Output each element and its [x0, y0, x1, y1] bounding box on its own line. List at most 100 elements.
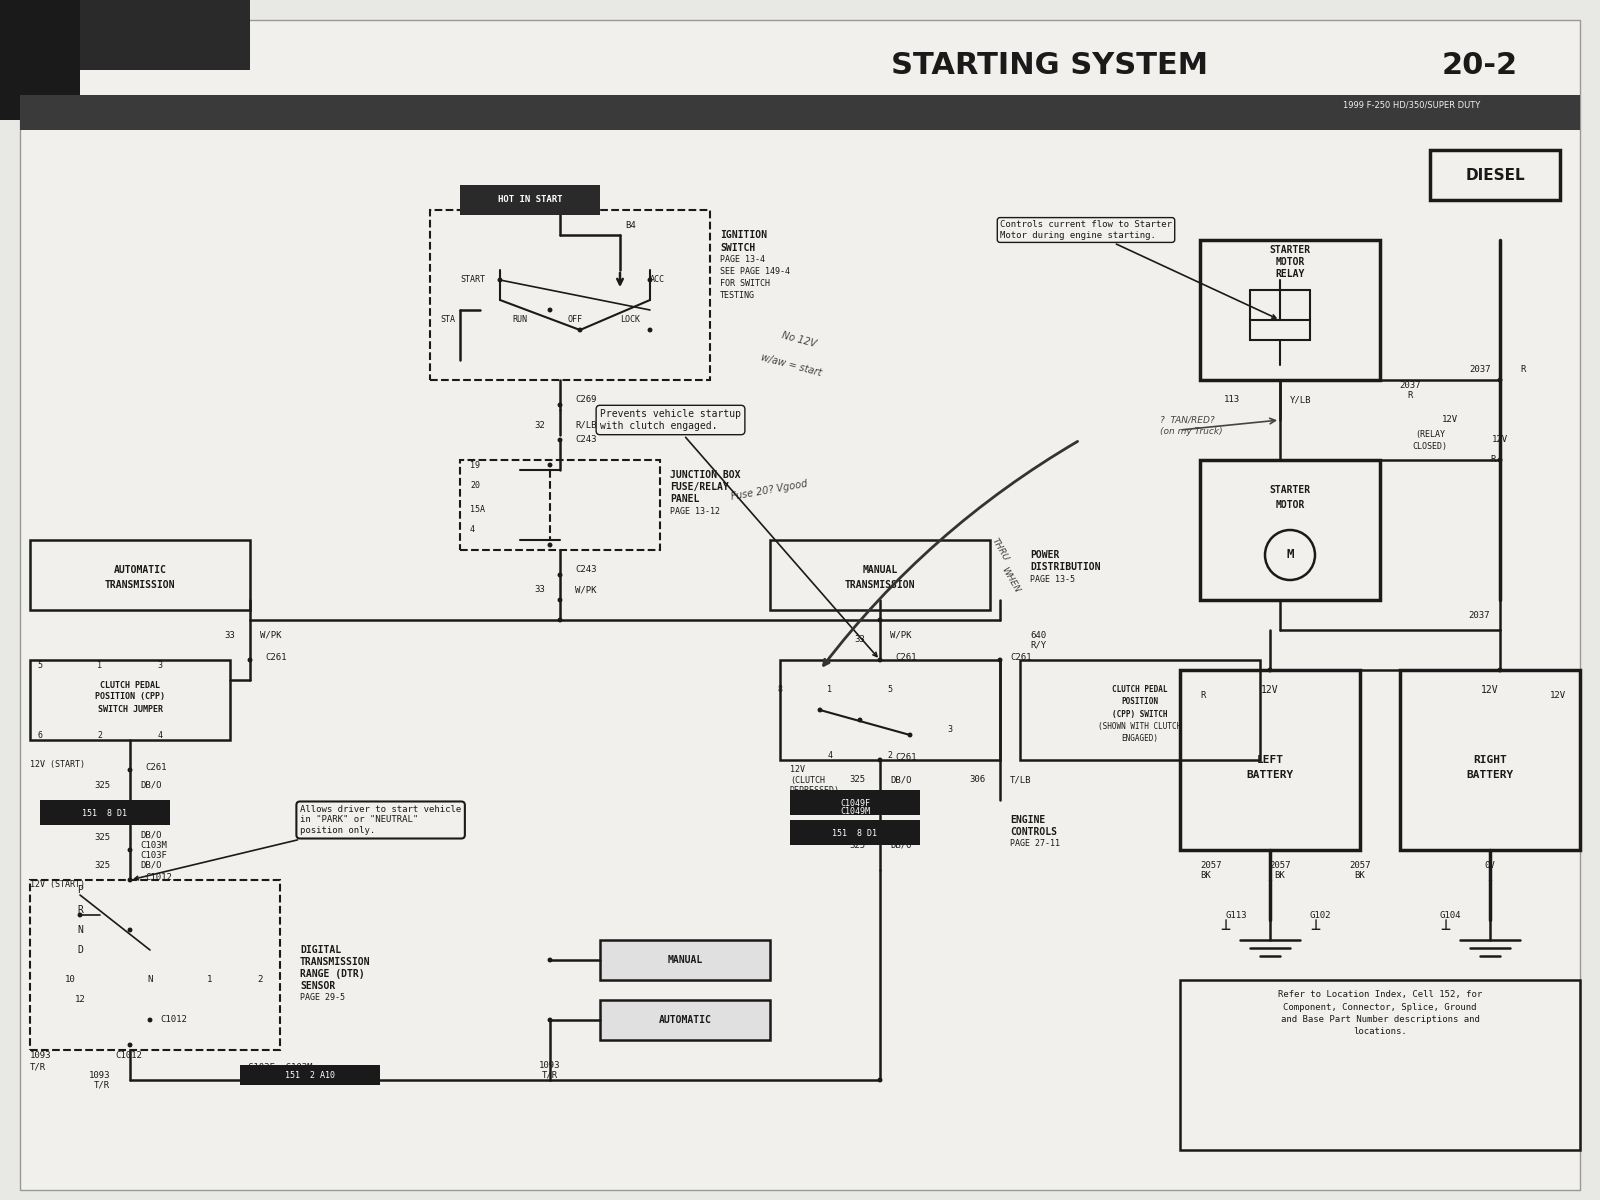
Circle shape: [558, 438, 562, 442]
Text: C261: C261: [266, 653, 286, 661]
Text: 151  2 A10: 151 2 A10: [285, 1070, 334, 1080]
Text: W/PK: W/PK: [574, 586, 597, 594]
Bar: [30, 880, 280, 1050]
Text: DB/O: DB/O: [141, 860, 162, 870]
Text: AUTOMATIC: AUTOMATIC: [659, 1015, 712, 1025]
Bar: [461, 460, 661, 550]
Text: T/R: T/R: [30, 1062, 46, 1072]
Text: (RELAY: (RELAY: [1414, 431, 1445, 439]
Circle shape: [558, 574, 562, 577]
Text: STARTER: STARTER: [1269, 245, 1310, 254]
Text: 12V: 12V: [1550, 690, 1566, 700]
Text: 2: 2: [98, 731, 102, 739]
Text: 4: 4: [157, 731, 163, 739]
Text: STA: STA: [440, 316, 454, 324]
Text: R: R: [1490, 456, 1496, 464]
Text: and Base Part Number descriptions and: and Base Part Number descriptions and: [1280, 1014, 1480, 1024]
Text: LOCK: LOCK: [621, 316, 640, 324]
Text: ⊥: ⊥: [1221, 916, 1230, 934]
Text: DB/O: DB/O: [141, 830, 162, 840]
Bar: [461, 185, 600, 215]
Text: OFF: OFF: [568, 316, 582, 324]
Text: HOT IN START: HOT IN START: [498, 196, 562, 204]
Circle shape: [909, 733, 912, 737]
Text: Y/LB: Y/LB: [1290, 396, 1312, 404]
Text: FUSE/RELAY: FUSE/RELAY: [670, 482, 728, 492]
Text: JUNCTION BOX: JUNCTION BOX: [670, 470, 741, 480]
Text: MOTOR: MOTOR: [1275, 257, 1304, 266]
Text: N: N: [77, 925, 83, 935]
Bar: [240, 1066, 381, 1085]
Text: RIGHT: RIGHT: [1474, 755, 1507, 766]
Text: 3: 3: [947, 726, 952, 734]
Text: ENGINE: ENGINE: [1010, 815, 1045, 826]
Text: RELAY: RELAY: [1275, 269, 1304, 278]
Circle shape: [549, 1019, 552, 1021]
Text: G102: G102: [1310, 911, 1331, 919]
Text: 5: 5: [888, 685, 893, 695]
Text: C103M: C103M: [141, 840, 166, 850]
Text: 12V: 12V: [1491, 436, 1509, 444]
Text: 12V: 12V: [790, 766, 805, 774]
Text: 12: 12: [75, 996, 85, 1004]
Text: LEFT: LEFT: [1256, 755, 1283, 766]
Text: DIESEL: DIESEL: [1466, 168, 1525, 182]
Text: 2037: 2037: [1469, 611, 1490, 619]
Circle shape: [128, 878, 131, 882]
Circle shape: [558, 618, 562, 622]
Text: (CLUTCH: (CLUTCH: [790, 775, 826, 785]
Text: 1093: 1093: [88, 1070, 110, 1080]
Circle shape: [1498, 458, 1502, 462]
Text: DEPRESSED): DEPRESSED): [790, 786, 840, 794]
Text: 325: 325: [94, 834, 110, 842]
Text: 1: 1: [98, 660, 102, 670]
Text: 1093: 1093: [539, 1061, 560, 1069]
Text: MANUAL: MANUAL: [862, 565, 898, 575]
Text: 1: 1: [208, 976, 213, 984]
Text: 33: 33: [224, 630, 235, 640]
Text: BK: BK: [1275, 870, 1285, 880]
Text: 33: 33: [854, 636, 866, 644]
Text: MANUAL: MANUAL: [667, 955, 702, 965]
Text: 20-2: 20-2: [1442, 50, 1518, 79]
Text: SENSOR: SENSOR: [301, 982, 336, 991]
Text: PAGE 13-4: PAGE 13-4: [720, 256, 765, 264]
Circle shape: [1269, 668, 1272, 672]
Circle shape: [1498, 668, 1502, 672]
Text: Controls current flow to Starter
Motor during engine starting.: Controls current flow to Starter Motor d…: [1000, 221, 1275, 318]
Text: G104: G104: [1440, 911, 1461, 919]
Text: AUTOMATIC: AUTOMATIC: [114, 565, 166, 575]
Bar: [430, 210, 710, 380]
Text: (SHOWN WITH CLUTCH: (SHOWN WITH CLUTCH: [1098, 721, 1182, 731]
Text: Component, Connector, Splice, Ground: Component, Connector, Splice, Ground: [1283, 1002, 1477, 1012]
Text: 12V (START): 12V (START): [30, 881, 85, 889]
Circle shape: [128, 768, 131, 772]
Text: SWITCH JUMPER: SWITCH JUMPER: [98, 704, 163, 714]
Circle shape: [549, 544, 552, 547]
Text: M: M: [1286, 548, 1294, 562]
Text: CLUTCH PEDAL: CLUTCH PEDAL: [99, 680, 160, 690]
Text: 2057: 2057: [1349, 860, 1371, 870]
Text: FOR SWITCH: FOR SWITCH: [720, 280, 770, 288]
Text: 306: 306: [970, 775, 986, 785]
Text: STARTING SYSTEM: STARTING SYSTEM: [891, 50, 1208, 79]
Text: R: R: [1200, 690, 1205, 700]
Text: 32: 32: [534, 420, 546, 430]
Text: 12V: 12V: [1482, 685, 1499, 695]
Text: ⊥: ⊥: [1310, 916, 1320, 934]
Text: R: R: [77, 905, 83, 914]
Text: R/LB: R/LB: [574, 420, 597, 430]
Text: W/PK: W/PK: [259, 630, 282, 640]
FancyBboxPatch shape: [1430, 150, 1560, 200]
Text: C261: C261: [894, 752, 917, 762]
Text: ENGAGED): ENGAGED): [1122, 733, 1158, 743]
Text: DB/O: DB/O: [890, 840, 912, 850]
Text: SWITCH: SWITCH: [720, 242, 755, 253]
Text: 3: 3: [157, 660, 163, 670]
Text: (on my Truck): (on my Truck): [1160, 427, 1222, 437]
Text: D: D: [77, 946, 83, 955]
Text: 2057: 2057: [1200, 860, 1221, 870]
Text: C1049M: C1049M: [840, 808, 870, 816]
Text: 4: 4: [470, 526, 475, 534]
Text: PAGE 27-11: PAGE 27-11: [1010, 840, 1059, 848]
